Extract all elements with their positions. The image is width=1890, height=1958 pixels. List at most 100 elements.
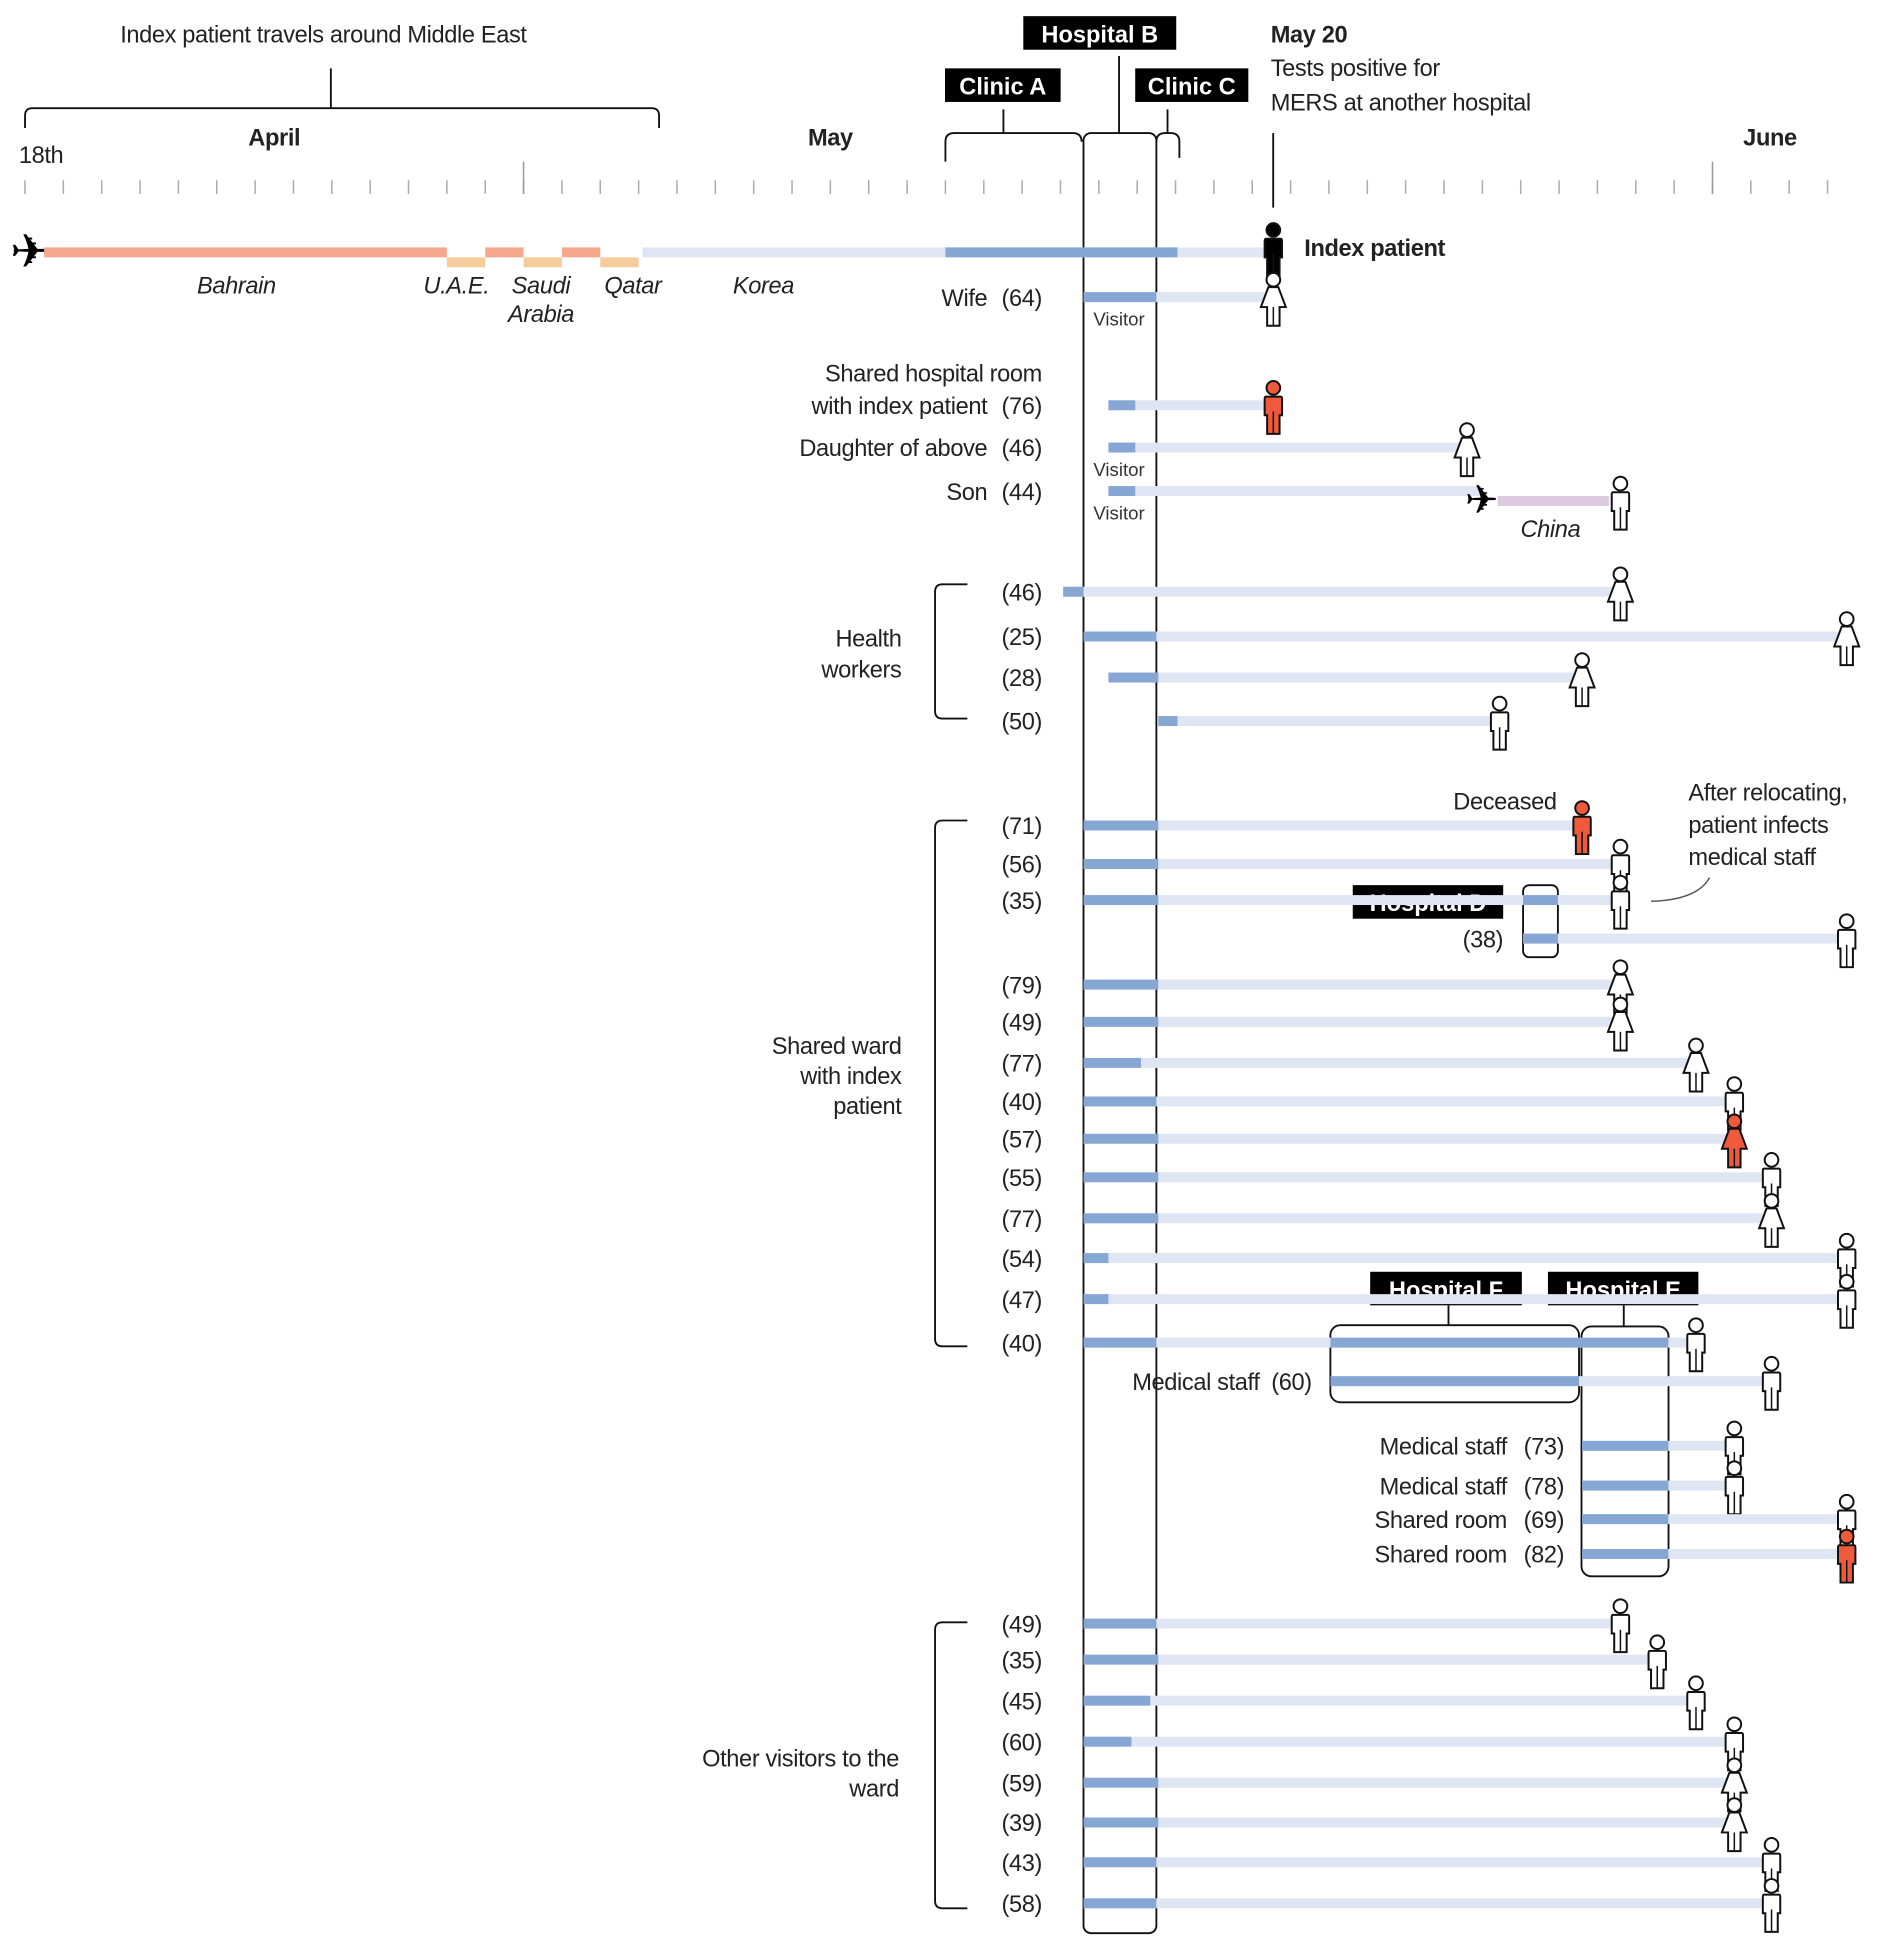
- body: [1720, 1127, 1749, 1169]
- head: [1612, 959, 1629, 976]
- hospital-stay-bar: [1063, 586, 1084, 597]
- exposure-bar: [1083, 631, 1847, 642]
- head: [1838, 611, 1855, 627]
- female-person-icon: [1757, 1193, 1786, 1248]
- male-person-icon: [1686, 1675, 1706, 1731]
- hospital-d-box: [1522, 884, 1559, 959]
- case-row: (35): [1001, 889, 1621, 915]
- plane-icon: ✈: [1465, 478, 1498, 522]
- head: [1574, 652, 1590, 668]
- hospital-stay-bar: [1108, 400, 1136, 411]
- case-row: ✈ China (44) Son Visitor: [946, 478, 1609, 543]
- case-age: (78): [1524, 1474, 1565, 1500]
- group-label: Other visitors to the: [702, 1747, 899, 1773]
- region-label: Arabia: [506, 302, 574, 328]
- exposure-bar: [1083, 1133, 1735, 1144]
- hospital-e-box: [1580, 1325, 1670, 1578]
- head: [1265, 271, 1282, 288]
- relocation-pointer: [1651, 877, 1711, 903]
- exposure-bar: [1083, 1736, 1735, 1747]
- head: [1838, 913, 1855, 930]
- head: [1265, 380, 1282, 396]
- hospital-stay-bar: [1582, 1514, 1669, 1525]
- index-patient-label: Index patient: [1304, 236, 1445, 262]
- exposure-bar: [1523, 933, 1847, 944]
- exposure-bar: [1083, 820, 1583, 831]
- travel-bracket: [24, 107, 661, 129]
- female-person-icon: [1606, 996, 1635, 1052]
- head: [1838, 1232, 1855, 1249]
- hospital-stay-bar: [1083, 292, 1157, 303]
- head: [1265, 222, 1282, 238]
- exposure-bar: [1108, 442, 1468, 453]
- case-age: (77): [1001, 1207, 1042, 1233]
- body: [1832, 625, 1861, 667]
- case-age: (57): [1001, 1127, 1042, 1153]
- head: [1688, 1317, 1704, 1334]
- case-age: (55): [1001, 1166, 1042, 1192]
- female-person-icon: [1453, 422, 1481, 478]
- case-row: (71): [1001, 814, 1583, 840]
- case-label: Shared room: [1375, 1543, 1507, 1569]
- case-row: (49): [1001, 1612, 1621, 1638]
- hospital-stay-bar: [1083, 1172, 1159, 1183]
- exposure-bar: [1083, 859, 1621, 869]
- head: [1763, 1355, 1780, 1372]
- male-person-icon: [1761, 1878, 1782, 1933]
- male-person-icon: [1761, 1355, 1782, 1411]
- index-patient-icon: [1263, 222, 1284, 277]
- abroad-label: China: [1521, 517, 1581, 543]
- male-person-icon: [1686, 1317, 1706, 1373]
- relocation-note: patient infects: [1688, 813, 1828, 839]
- case-age: (46): [1001, 436, 1042, 462]
- head: [1688, 1675, 1704, 1692]
- case-age: (35): [1001, 1648, 1042, 1674]
- deceased-label: Deceased: [1453, 789, 1556, 815]
- case-row: (60) Medical staff: [1132, 1370, 1772, 1396]
- case-label: Shared hospital room: [825, 362, 1042, 388]
- group-label: workers: [820, 658, 901, 684]
- case-row: (28): [1001, 666, 1583, 692]
- may20-date: May 20: [1271, 22, 1348, 48]
- index-hospital-stay: [945, 247, 1178, 258]
- case-note: Visitor: [1093, 459, 1144, 480]
- hospital-stay-bar: [1083, 1654, 1159, 1665]
- male-person-icon: [1837, 1273, 1857, 1329]
- case-age: (43): [1001, 1851, 1042, 1877]
- group-label: patient: [833, 1094, 902, 1120]
- case-age: (71): [1001, 814, 1042, 840]
- case-label: Medical staff: [1380, 1435, 1508, 1461]
- case-row: (39): [1001, 1811, 1735, 1837]
- body: [1453, 436, 1481, 478]
- exposure-bar: [1083, 1654, 1658, 1665]
- month-label: May: [808, 125, 853, 151]
- exposure-bar: [1083, 1016, 1621, 1027]
- hospital-stay-bar: [1083, 1898, 1157, 1909]
- male-person-icon: [1610, 1598, 1631, 1654]
- hospital-f-box: [1329, 1324, 1580, 1404]
- case-age: (59): [1001, 1771, 1042, 1797]
- case-row: (77): [1001, 1052, 1696, 1078]
- head: [1838, 1493, 1855, 1510]
- exposure-bar: [1083, 1777, 1735, 1788]
- case-age: (58): [1001, 1892, 1042, 1918]
- body: [1259, 286, 1288, 327]
- body: [1568, 666, 1596, 708]
- case-row: (40): [1001, 1090, 1735, 1116]
- case-label: Son: [946, 480, 987, 506]
- case-row: (38): [1463, 927, 1847, 953]
- case-age: (47): [1001, 1288, 1042, 1314]
- clinic-c-label-text: Clinic C: [1148, 74, 1236, 100]
- case-row: (76) Shared hospital room with index patie…: [811, 362, 1274, 420]
- case-row: (43): [1001, 1851, 1772, 1877]
- hospital-b-label-box: [1023, 16, 1177, 50]
- plane-icon: ✈: [10, 225, 50, 278]
- hospital-stay-bar: [1108, 672, 1159, 683]
- exposure-bar: [1083, 1898, 1772, 1909]
- hospital-stay-bar: [1523, 895, 1558, 906]
- hospital-stay-bar: [1083, 820, 1159, 831]
- case-age: (69): [1524, 1508, 1565, 1534]
- head: [1726, 1113, 1743, 1130]
- clinic-a-label-box: [945, 68, 1061, 102]
